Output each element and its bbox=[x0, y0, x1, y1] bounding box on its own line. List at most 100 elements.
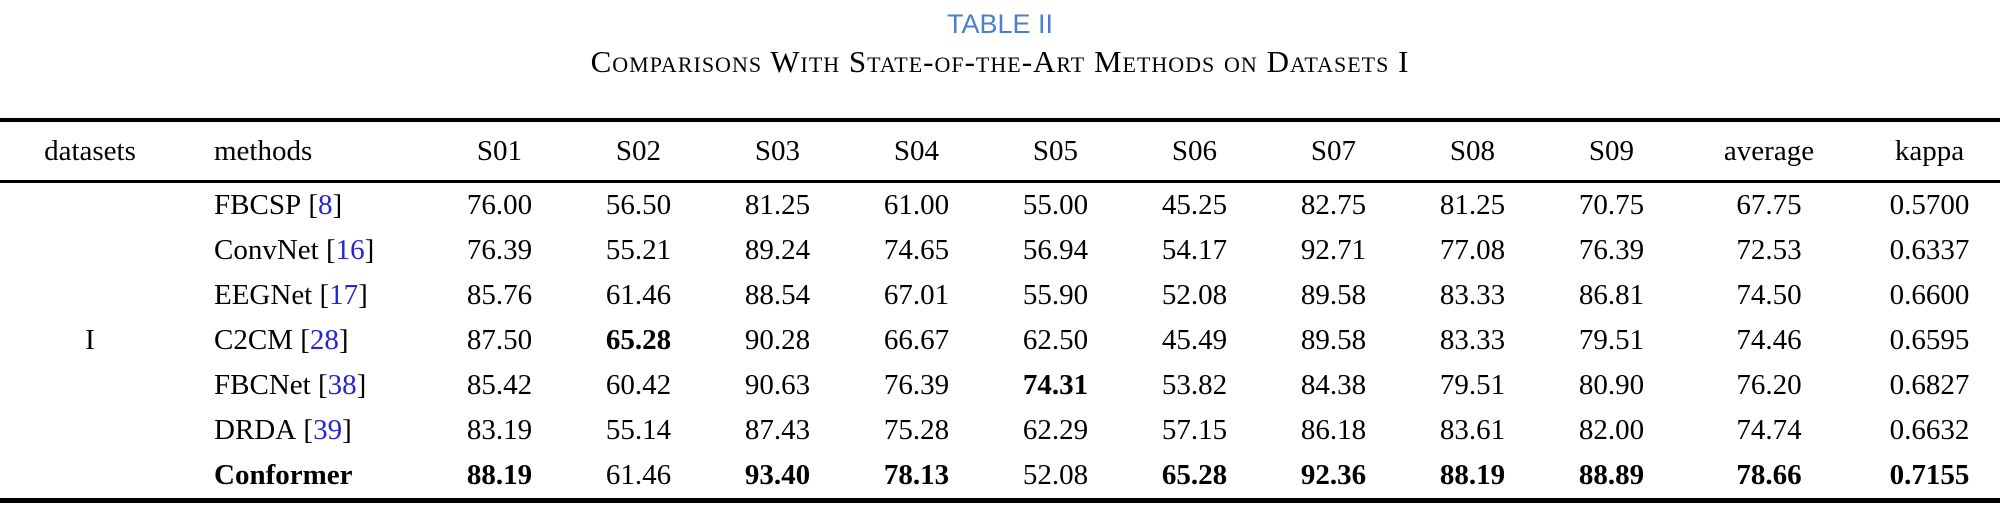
citation-link[interactable]: 16 bbox=[336, 234, 365, 266]
citation: [38] bbox=[311, 369, 367, 401]
comparison-table: datasets methods S01 S02 S03 S04 S05 S06 S07 S08 S… bbox=[0, 118, 2000, 503]
citation-close-bracket: ] bbox=[356, 369, 367, 401]
value-cell: 89.58 bbox=[1300, 279, 1367, 311]
column-header: S05 bbox=[1032, 134, 1079, 167]
value-cell: 88.19 bbox=[1439, 459, 1506, 491]
value-cell: 76.39 bbox=[883, 369, 950, 401]
value-cell: 0.6600 bbox=[1889, 279, 1970, 311]
value-cell: 60.42 bbox=[605, 369, 672, 401]
value-cell: 90.28 bbox=[744, 324, 811, 356]
value-cell: 82.00 bbox=[1578, 414, 1645, 446]
citation: [28] bbox=[293, 324, 348, 356]
column-header: S06 bbox=[1171, 134, 1218, 167]
value-cell: 74.46 bbox=[1736, 324, 1802, 356]
value-cell: 57.15 bbox=[1161, 414, 1228, 446]
value-cell: 74.65 bbox=[883, 234, 950, 266]
column-header: datasets bbox=[44, 134, 136, 167]
value-cell: 89.58 bbox=[1300, 324, 1367, 356]
value-cell: 79.51 bbox=[1439, 369, 1506, 401]
value-cell: 86.18 bbox=[1300, 414, 1367, 446]
method-name: DRDA bbox=[214, 414, 297, 446]
value-cell: 61.00 bbox=[883, 189, 950, 221]
value-cell: 0.6337 bbox=[1889, 234, 1970, 266]
value-cell: 65.28 bbox=[1161, 459, 1228, 491]
value-cell: 76.00 bbox=[466, 189, 533, 221]
table-header: datasets methods S01 S02 S03 S04 S05 S06 S07 S08 S… bbox=[0, 120, 2000, 182]
value-cell: 76.20 bbox=[1736, 369, 1802, 401]
value-cell: 61.46 bbox=[605, 459, 672, 491]
value-cell: 80.90 bbox=[1578, 369, 1645, 401]
value-cell: 0.6595 bbox=[1889, 324, 1970, 356]
method-cell: EEGNet [17] bbox=[180, 273, 430, 318]
value-cell: 81.25 bbox=[1439, 189, 1506, 221]
column-header: S08 bbox=[1449, 134, 1496, 167]
table-caption: Comparisons With State-of-the-Art Method… bbox=[590, 44, 1410, 79]
value-cell: 65.28 bbox=[605, 324, 672, 356]
value-cell: 92.71 bbox=[1300, 234, 1367, 266]
value-cell: 56.94 bbox=[1022, 234, 1089, 266]
column-header: S07 bbox=[1310, 134, 1357, 167]
header-row: datasets methods S01 S02 S03 S04 S05 S06 S07 S08 S… bbox=[0, 120, 2000, 182]
citation-link[interactable]: 38 bbox=[328, 369, 357, 401]
citation-number: 38 bbox=[327, 369, 357, 401]
citation: [8] bbox=[301, 189, 342, 221]
column-header: S01 bbox=[476, 134, 523, 167]
value-cell: 92.36 bbox=[1300, 459, 1367, 491]
citation-link[interactable]: 39 bbox=[313, 414, 342, 446]
method-cell: FBCSP [8] bbox=[180, 182, 430, 229]
citation-link[interactable]: 8 bbox=[318, 189, 333, 221]
value-cell: 89.24 bbox=[744, 234, 811, 266]
value-cell: 90.63 bbox=[744, 369, 811, 401]
table-row: ConvNet [16] 76.39 55.21 89.24 74.65 56.94 54… bbox=[0, 228, 2000, 273]
method-name: C2CM bbox=[214, 324, 293, 356]
citation-number: 28 bbox=[309, 324, 339, 356]
value-cell: 79.51 bbox=[1578, 324, 1645, 356]
value-cell: 53.82 bbox=[1161, 369, 1228, 401]
citation-number: 16 bbox=[335, 234, 365, 266]
table-body: I FBCSP [8] 76.00 56.50 81.25 61.00 55.00 45.… bbox=[0, 182, 2000, 501]
method-cell: FBCNet [38] bbox=[180, 363, 430, 408]
value-cell: 55.14 bbox=[605, 414, 672, 446]
method-name: FBCNet bbox=[214, 369, 311, 401]
method-name: Conformer bbox=[214, 459, 353, 491]
value-cell: 86.81 bbox=[1578, 279, 1645, 311]
citation-link[interactable]: 17 bbox=[329, 279, 358, 311]
value-cell: 55.90 bbox=[1022, 279, 1089, 311]
citation-number: 17 bbox=[329, 279, 359, 311]
value-cell: 55.21 bbox=[605, 234, 672, 266]
value-cell: 78.13 bbox=[883, 459, 950, 491]
citation-number: 39 bbox=[313, 414, 343, 446]
column-header: S03 bbox=[754, 134, 801, 167]
value-cell: 76.39 bbox=[466, 234, 533, 266]
value-cell: 0.6827 bbox=[1889, 369, 1970, 401]
method-name: EEGNet bbox=[214, 279, 313, 311]
value-cell: 83.33 bbox=[1439, 324, 1506, 356]
value-cell: 84.38 bbox=[1300, 369, 1367, 401]
value-cell: 0.5700 bbox=[1889, 189, 1970, 221]
table-row: EEGNet [17] 85.76 61.46 88.54 67.01 55.90 52.… bbox=[0, 273, 2000, 318]
column-header: kappa bbox=[1894, 134, 1965, 167]
value-cell: 45.49 bbox=[1161, 324, 1228, 356]
citation-close-bracket: ] bbox=[364, 234, 375, 266]
column-header: S02 bbox=[615, 134, 662, 167]
method-cell: DRDA [39] bbox=[180, 408, 430, 453]
value-cell: 72.53 bbox=[1736, 234, 1802, 266]
value-cell: 61.46 bbox=[605, 279, 672, 311]
value-cell: 81.25 bbox=[744, 189, 811, 221]
column-header: average bbox=[1723, 134, 1815, 167]
value-cell: 82.75 bbox=[1300, 189, 1367, 221]
value-cell: 56.50 bbox=[605, 189, 672, 221]
table-row: I FBCSP [8] 76.00 56.50 81.25 61.00 55.00 45.… bbox=[0, 182, 2000, 356]
value-cell: 66.67 bbox=[883, 324, 950, 356]
value-cell: 88.19 bbox=[466, 459, 533, 491]
value-cell: 67.01 bbox=[883, 279, 950, 311]
value-cell: 85.76 bbox=[466, 279, 533, 311]
citation-open-bracket: [ bbox=[308, 189, 318, 221]
citation-link[interactable]: 28 bbox=[310, 324, 339, 356]
value-cell: 93.40 bbox=[744, 459, 811, 491]
method-cell: Conformer [] bbox=[180, 453, 430, 501]
value-cell: 77.08 bbox=[1439, 234, 1506, 266]
value-cell: 74.31 bbox=[1022, 369, 1089, 401]
dataset-label-cell: I bbox=[85, 324, 95, 356]
